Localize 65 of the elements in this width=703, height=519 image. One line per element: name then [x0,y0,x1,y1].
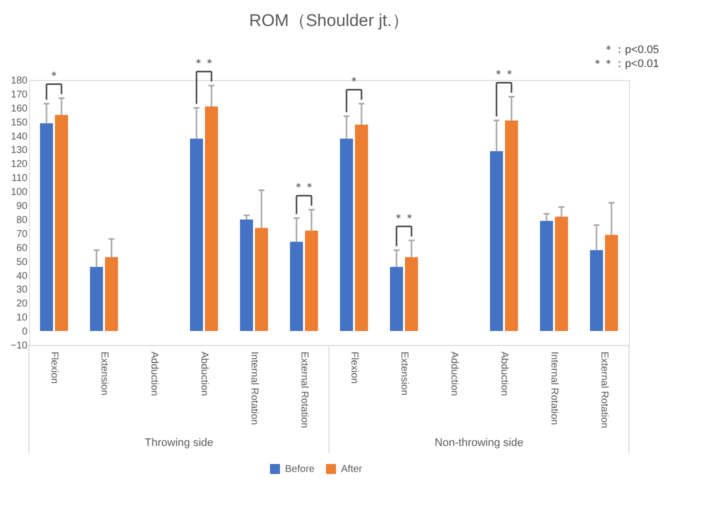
bar [55,114,68,332]
annotation: ＊＊ [493,68,515,81]
bar [355,124,368,332]
x-tick-label: Extension [98,352,110,396]
bar [590,250,603,332]
y-tick-label: 40 [16,270,28,282]
text: Non-throwing side [434,437,524,449]
bar [490,151,503,332]
bar [255,228,268,332]
x-tick-label: Abduction [498,352,510,396]
annotation: ＊＊ [193,58,215,70]
x-tick-label: External Rotation [298,352,310,428]
bar [405,257,418,332]
annotation: ＊＊ [393,212,415,224]
bar [290,242,303,332]
legend-label: After [341,464,363,475]
y-tick-label: 130 [10,145,28,156]
bar [305,230,318,332]
y-tick-label: 50 [16,256,28,268]
bar [540,220,553,332]
annotation: ＊ [48,70,60,82]
bar [90,266,103,332]
y-tick-label: 90 [16,201,28,212]
y-tick-label: 160 [10,103,28,114]
y-tick-label: 140 [10,131,28,142]
x-tick-label: Extension [398,352,410,396]
bar [40,123,53,332]
y-tick-label: 180 [10,76,28,86]
bar [190,138,203,332]
legend-label: Before [285,464,315,475]
y-tick-label: 10 [16,312,28,324]
x-tick-label: Internal Rotation [548,352,560,425]
y-tick-label: 100 [10,187,28,198]
text: ＊：p<0.05 [603,44,659,56]
text: Throwing side [144,437,214,449]
x-tick-label: Adduction [148,352,160,396]
bar [505,120,518,332]
chart-title: ROM（Shoulder jt.） [249,11,409,30]
bar [555,216,568,332]
x-tick-label: Flexion [348,352,360,384]
y-tick-label: 110 [12,173,28,184]
y-tick-label: −10 [10,340,28,352]
bar [105,257,118,332]
bar [205,106,218,332]
annotation: ＊ [348,76,360,88]
x-tick-label: Flexion [48,352,60,384]
y-tick-label: 70 [16,228,28,240]
y-tick-label: 20 [16,298,28,310]
bar [390,266,403,332]
x-tick-label: Adduction [448,352,460,396]
bar [340,138,353,332]
x-tick-label: Abduction [198,352,210,396]
x-tick-label: Internal Rotation [248,352,260,425]
y-tick-label: 120 [10,159,28,170]
y-tick-label: 60 [16,242,28,254]
annotation: ＊＊ [293,182,315,194]
x-tick-label: External Rotation [598,352,610,428]
text: ＊＊：p<0.01 [592,58,659,70]
y-tick-label: 80 [16,214,28,226]
y-tick-label: 150 [10,117,28,128]
y-tick-label: 30 [16,284,28,296]
y-tick-label: 170 [10,89,28,100]
bar [605,234,618,332]
y-tick-label: 0 [22,326,28,338]
bar [240,219,253,332]
